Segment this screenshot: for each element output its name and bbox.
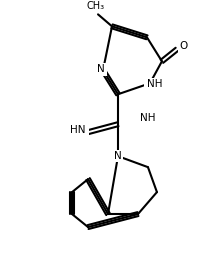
Text: N: N bbox=[98, 65, 106, 75]
Text: NH: NH bbox=[145, 79, 161, 89]
Text: CH₃: CH₃ bbox=[87, 1, 105, 12]
Text: N: N bbox=[114, 151, 122, 161]
Text: NH: NH bbox=[140, 113, 156, 123]
Text: HN: HN bbox=[72, 127, 88, 137]
Text: N: N bbox=[97, 64, 105, 74]
Text: O: O bbox=[180, 41, 188, 51]
Text: O: O bbox=[179, 42, 187, 52]
Text: HN: HN bbox=[70, 125, 86, 135]
Text: NH: NH bbox=[147, 79, 163, 89]
